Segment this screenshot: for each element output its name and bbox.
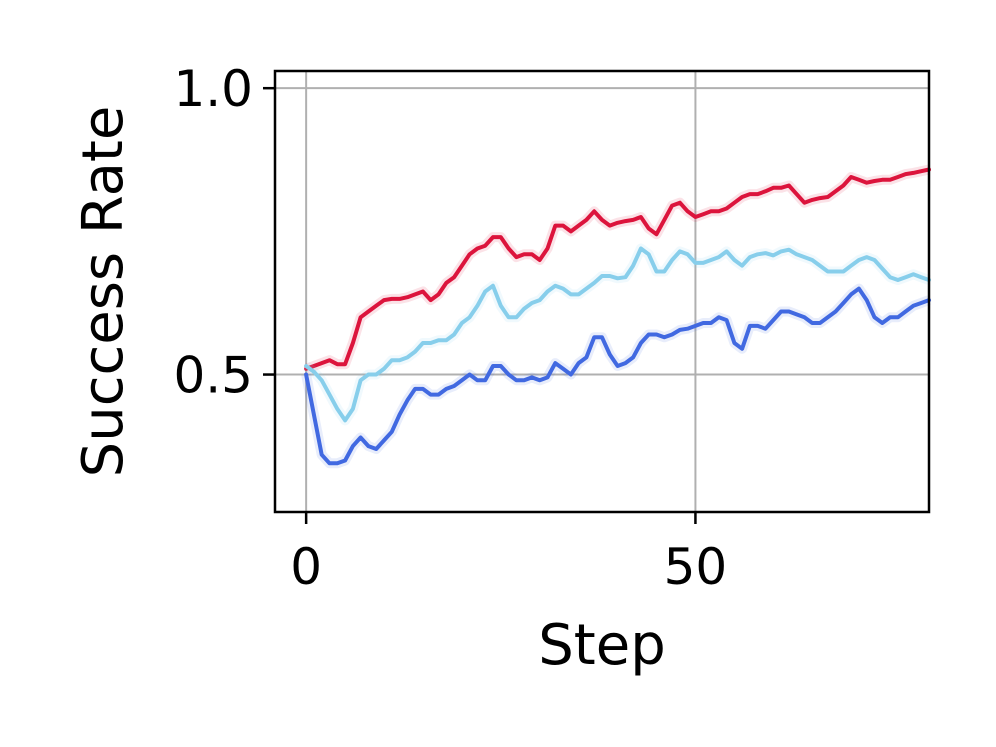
y-tick-label: 0.5 (173, 347, 253, 405)
plot-frame (273, 69, 931, 514)
series-lines (301, 164, 931, 469)
x-tick-label: 50 (664, 538, 728, 596)
series-line-2 (304, 286, 931, 466)
y-axis-label: Success Rate (71, 106, 136, 478)
y-tick-label: 1.0 (173, 60, 253, 118)
series-line-1 (304, 246, 931, 423)
axis-ticks: 0 50 0.5 1.0 (173, 60, 727, 596)
x-axis-label: Step (538, 613, 666, 678)
series-band-1 (303, 243, 931, 426)
series-band-2 (301, 283, 931, 469)
x-tick-label: 0 (290, 538, 322, 596)
grid-lines (275, 71, 929, 512)
series-line-0 (304, 167, 931, 371)
